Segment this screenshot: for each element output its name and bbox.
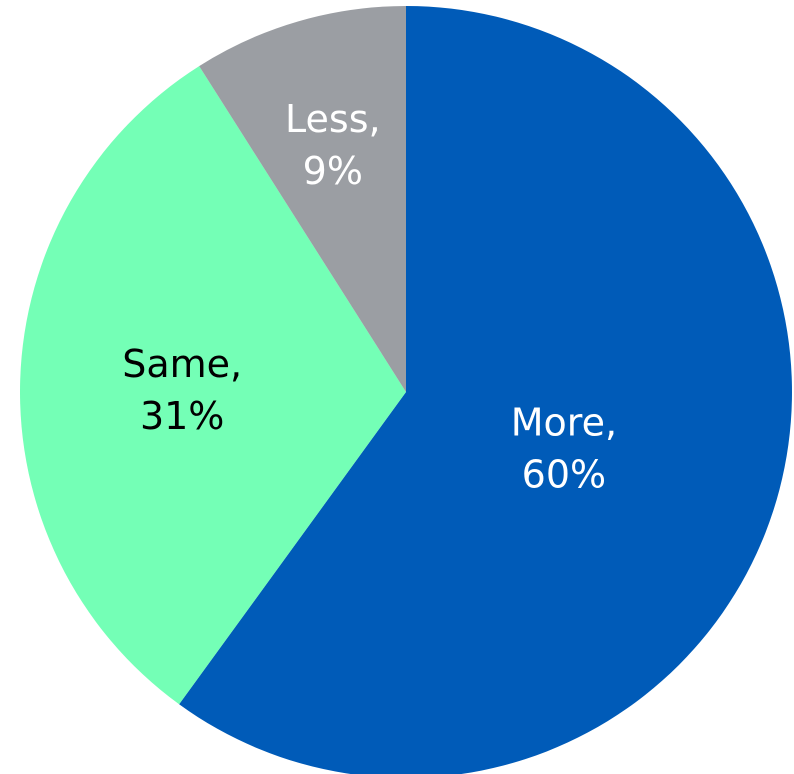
data-label-value: 9% — [303, 149, 363, 193]
pie-slices — [19, 6, 792, 774]
data-label-less: Less, 9% — [285, 97, 381, 193]
data-label-value: 31% — [140, 394, 224, 438]
data-label-category: Less, — [285, 97, 381, 141]
data-label-category: More, — [511, 400, 617, 444]
pie-labels: More, 60% Same, 31% Less, 9% — [122, 97, 617, 496]
data-label-more: More, 60% — [511, 400, 617, 496]
pie-slice-less — [199, 6, 406, 392]
pie-slice-more — [179, 6, 792, 774]
data-label-value: 60% — [522, 452, 606, 496]
data-label-same: Same, 31% — [122, 342, 242, 438]
pie-slice-same — [19, 66, 407, 705]
data-label-category: Same, — [122, 342, 242, 386]
